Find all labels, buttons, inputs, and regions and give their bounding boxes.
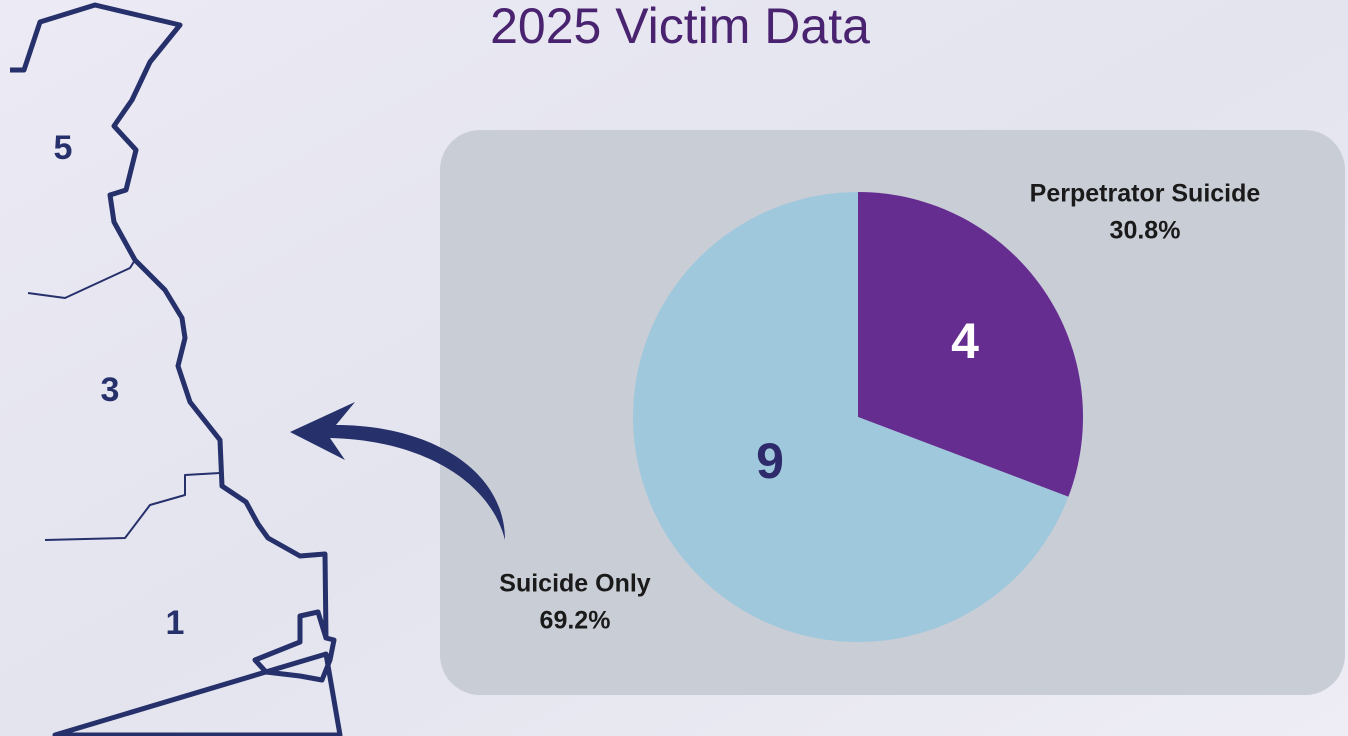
category-label: Perpetrator Suicide [1030, 180, 1261, 208]
pie-slice [633, 192, 1069, 643]
district-label: 1 [166, 604, 185, 642]
district-border [27, 259, 136, 299]
district-label: 3 [101, 371, 120, 409]
map [10, 2, 505, 736]
district-label: 5 [54, 129, 73, 167]
value-label: 9 [756, 433, 784, 489]
title: 2025 Victim Data [490, 0, 870, 54]
value-label: 4 [951, 313, 979, 369]
arrow [290, 402, 505, 540]
pie-slice [858, 192, 1083, 497]
district-border [44, 472, 221, 541]
percent-label: 69.2% [540, 607, 611, 635]
category-label: Suicide Only [499, 570, 651, 598]
percent-label: 30.8% [1110, 217, 1181, 245]
map-outline [10, 2, 343, 736]
